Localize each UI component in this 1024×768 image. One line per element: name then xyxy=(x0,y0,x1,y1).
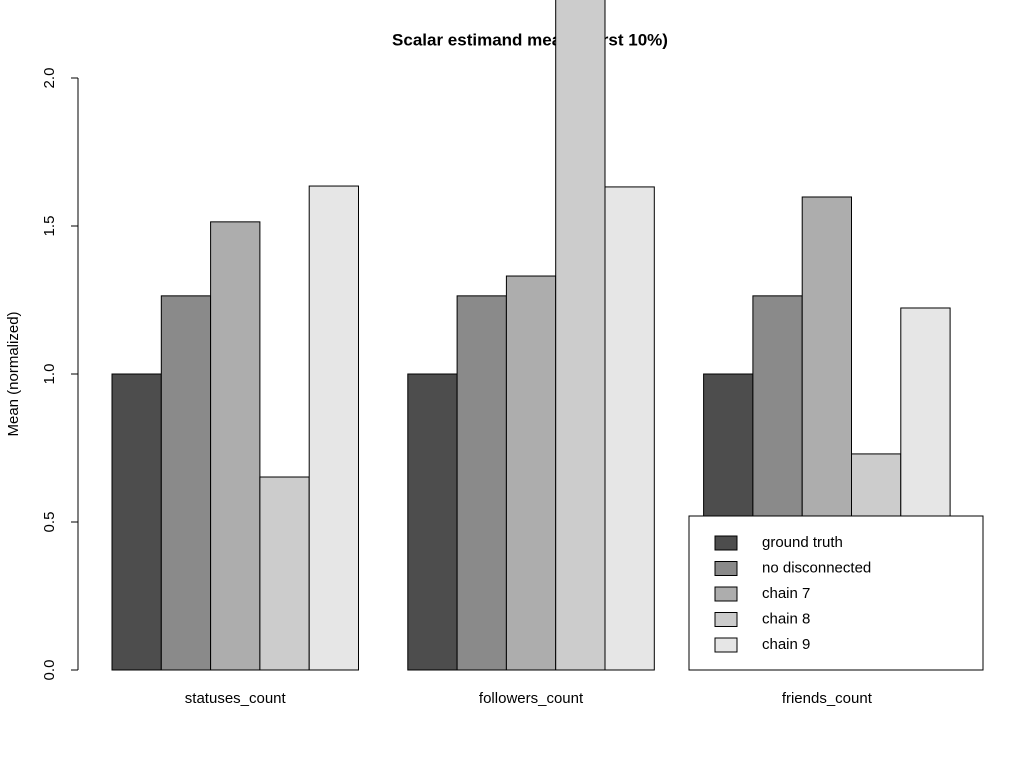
y-tick-label: 0.0 xyxy=(41,660,58,681)
bar xyxy=(407,373,458,671)
legend-label: chain 7 xyxy=(762,585,810,602)
bar xyxy=(308,185,360,671)
legend-swatch xyxy=(714,535,738,551)
x-tick-label: followers_count xyxy=(479,690,584,707)
bar xyxy=(160,295,212,671)
y-tick-label: 1.5 xyxy=(41,216,58,237)
x-tick-label: friends_count xyxy=(782,690,873,707)
bar xyxy=(604,186,655,671)
bar xyxy=(505,275,557,671)
legend-swatch xyxy=(714,612,738,627)
legend-swatch xyxy=(714,586,738,602)
legend-label: ground truth xyxy=(762,534,843,551)
bar xyxy=(111,373,162,671)
legend-label: chain 9 xyxy=(762,636,810,653)
legend-swatch xyxy=(714,561,738,576)
bar xyxy=(555,0,606,671)
chart-title: Scalar estimand means (first 10%) xyxy=(392,30,668,49)
y-axis-label: Mean (normalized) xyxy=(5,311,22,436)
legend-box xyxy=(688,515,984,671)
bar xyxy=(259,476,310,671)
legend-label: no disconnected xyxy=(762,559,871,576)
y-tick-label: 0.5 xyxy=(41,512,58,533)
y-tick-label: 1.0 xyxy=(41,364,58,385)
y-tick-label: 2.0 xyxy=(41,68,58,89)
bar xyxy=(456,295,507,671)
legend-swatch xyxy=(714,637,738,653)
legend-label: chain 8 xyxy=(762,610,810,627)
x-tick-label: statuses_count xyxy=(185,690,287,707)
bar xyxy=(210,221,261,671)
